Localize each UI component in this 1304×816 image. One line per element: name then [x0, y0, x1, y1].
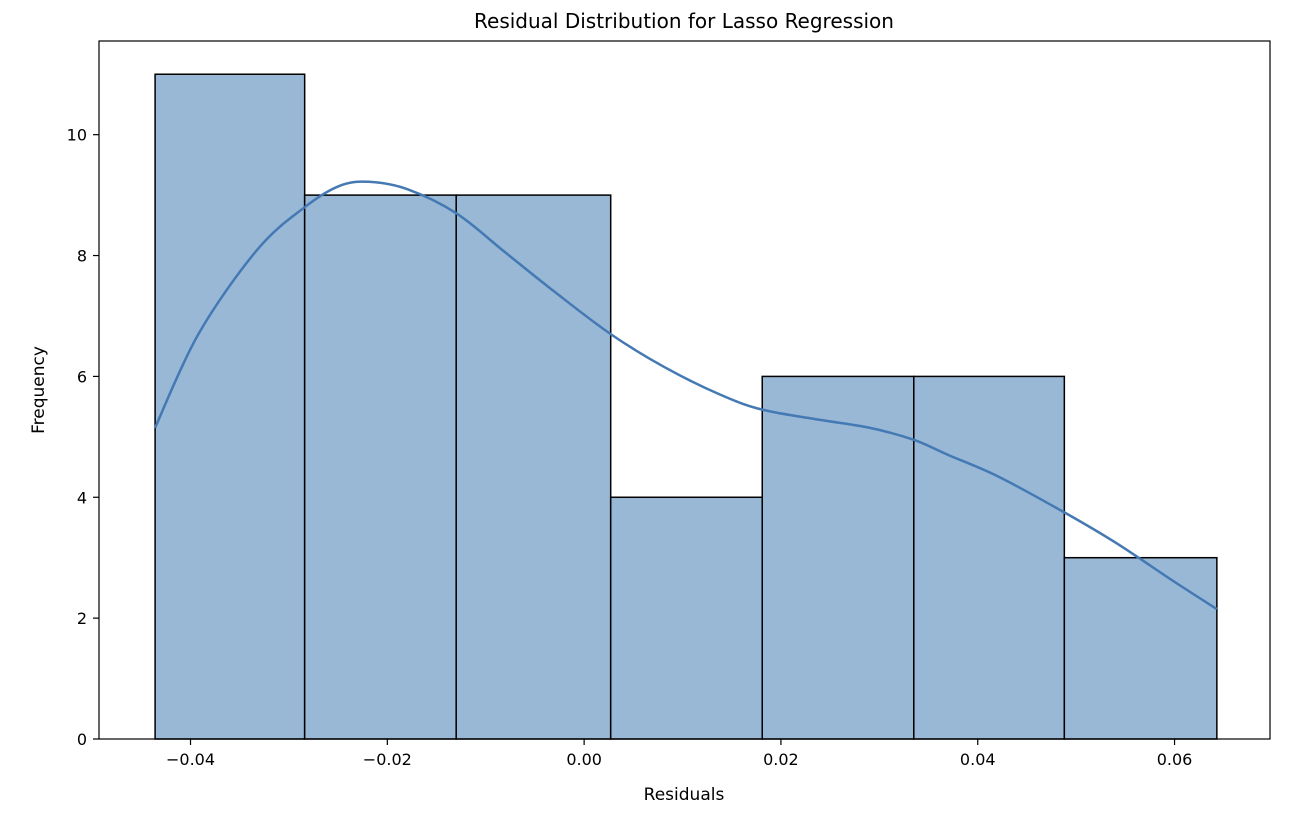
- x-tick-label: 0.00: [566, 750, 602, 769]
- x-tick-label: 0.04: [960, 750, 996, 769]
- x-tick-label: 0.02: [763, 750, 799, 769]
- histogram-bar-2: [303, 194, 457, 740]
- y-axis-label: Frequency: [29, 346, 49, 434]
- y-tick-label: 6: [77, 367, 87, 386]
- kde-curve: [153, 180, 1218, 611]
- x-axis-label: Residuals: [644, 785, 725, 805]
- histogram-bars: [154, 73, 1218, 740]
- histogram-bar-1: [154, 73, 306, 740]
- x-tick-label: −0.04: [166, 750, 215, 769]
- histogram-bar-7: [1063, 556, 1218, 740]
- histogram-bar-3: [455, 194, 612, 740]
- x-axis-ticks: −0.04 −0.02 0.00 0.02 0.04 0.06: [166, 739, 1192, 769]
- y-tick-label: 2: [77, 609, 87, 628]
- chart-title: Residual Distribution for Lasso Regressi…: [474, 9, 894, 33]
- histogram-bar-6: [913, 375, 1066, 740]
- x-tick-label: 0.06: [1157, 750, 1193, 769]
- histogram-bar-4: [609, 496, 763, 740]
- plot-area-frame: [98, 40, 1271, 740]
- y-tick-label: 0: [77, 730, 87, 749]
- y-tick-label: 8: [77, 247, 87, 266]
- y-axis-ticks: 0 2 4 6 8 10: [67, 126, 99, 749]
- histogram-bar-5: [761, 375, 915, 740]
- y-tick-label: 10: [67, 126, 87, 145]
- x-tick-label: −0.02: [363, 750, 412, 769]
- y-tick-label: 4: [77, 488, 87, 507]
